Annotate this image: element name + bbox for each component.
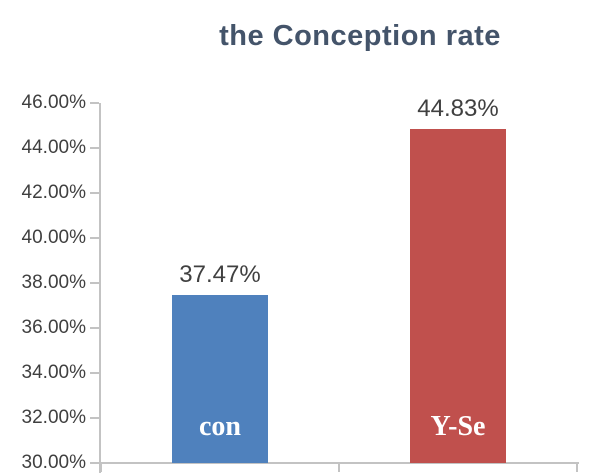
bar-category-label-y-se: Y-Se	[430, 411, 486, 442]
y-axis-tick	[90, 417, 99, 419]
y-axis-tick-label: 38.00%	[21, 272, 86, 293]
bar-y-se: Y-Se	[410, 129, 506, 463]
y-axis-tick	[90, 102, 99, 104]
y-axis-tick	[90, 147, 99, 149]
x-axis-tick	[338, 464, 340, 472]
y-axis-tick-label: 40.00%	[21, 227, 86, 248]
y-axis-tick-label: 36.00%	[21, 317, 86, 338]
y-axis-tick-label: 42.00%	[21, 182, 86, 203]
plot-area: 30.00% 32.00% 34.00% 36.00% 38.00% 40.00% 42.0…	[22, 92, 579, 473]
x-axis-line	[99, 462, 579, 464]
y-axis-tick-label: 30.00%	[21, 452, 86, 473]
y-axis-tick	[90, 282, 99, 284]
chart-title: the Conception rate	[219, 20, 501, 52]
y-axis-tick-label: 44.00%	[21, 137, 86, 158]
y-axis-tick	[90, 327, 99, 329]
bar-value-label-y-se: 44.83%	[417, 95, 499, 123]
x-axis-tick	[576, 464, 578, 472]
y-axis-tick-label: 32.00%	[21, 407, 86, 428]
y-axis-tick	[90, 462, 99, 464]
bar-con: con	[172, 294, 268, 463]
y-axis-tick-label: 34.00%	[21, 362, 86, 383]
y-axis-tick-label: 46.00%	[21, 92, 86, 113]
bar-category-label-con: con	[199, 411, 241, 442]
y-axis-line	[99, 103, 101, 473]
y-axis-tick	[90, 372, 99, 374]
x-axis-tick	[100, 464, 102, 472]
y-axis-tick	[90, 192, 99, 194]
y-axis-tick	[90, 237, 99, 239]
bar-value-label-con: 37.47%	[179, 260, 261, 288]
